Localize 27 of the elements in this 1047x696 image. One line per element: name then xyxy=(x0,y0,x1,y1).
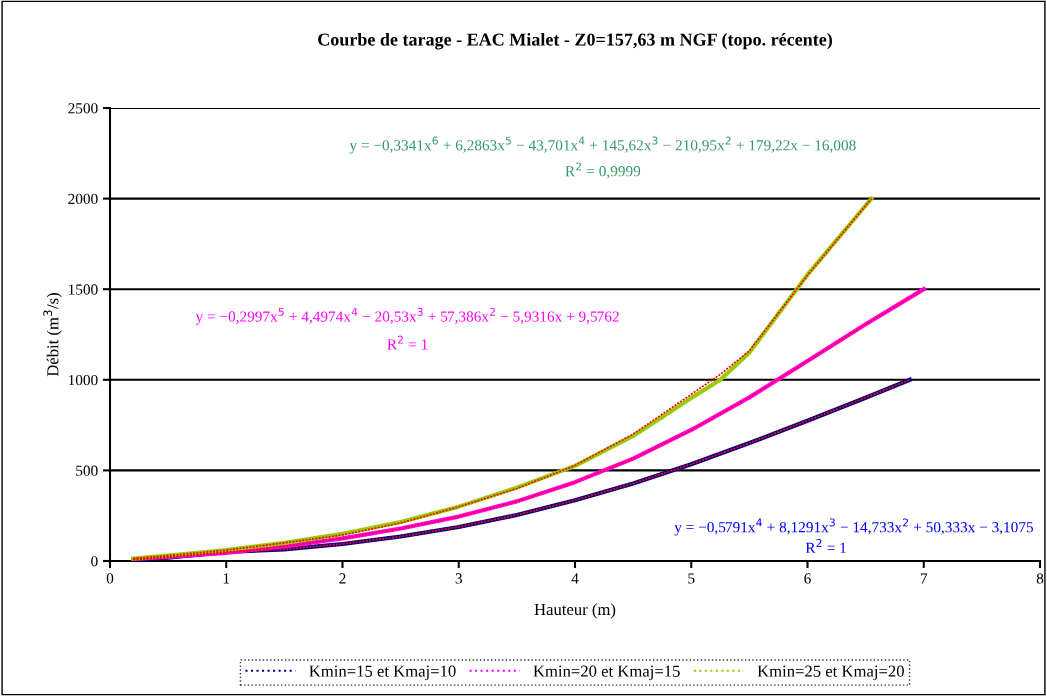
x-tick-label: 6 xyxy=(804,573,811,584)
legend-label: Kmin=15 et Kmaj=10 xyxy=(309,665,456,681)
annotation: R$^{2}$ = 0,9999 xyxy=(565,162,641,179)
y-tick-label: 1000 xyxy=(68,374,98,386)
y-axis-title: Débit (m$^{3}$/s) xyxy=(43,293,62,377)
x-tick-label: 1 xyxy=(223,573,230,584)
legend-label: Kmin=25 et Kmaj=20 xyxy=(757,665,904,681)
y-tick-label: 1500 xyxy=(68,284,98,295)
text: y = −0,2997x$^{5}$ + 4,4974x$^{4}$ − 20,53x$^{3}$ + 57,386x$^{2}$ − 5,9316x + 9,5762 xyxy=(195,307,619,325)
annotation: R$^{2}$ = 1 xyxy=(387,335,428,350)
x-tick-label: 5 xyxy=(688,573,695,584)
y-tick-label: 0 xyxy=(91,556,98,567)
x-tick-label: 8 xyxy=(1036,573,1044,584)
chart-title: Courbe de tarage - EAC Mialet - Z0=157,63 m NGF (topo. récente) xyxy=(318,32,832,50)
x-axis-title: Hauteur (m) xyxy=(534,603,616,619)
annotation: R$^{2}$ = 1 xyxy=(805,539,846,553)
y-tick-label: 500 xyxy=(76,465,98,476)
annotation: y = −0,5791x$^{4}$ + 8,1291x$^{3}$ − 14,733x$^{2}$ + 50,333x − 3,1075 xyxy=(674,518,1033,536)
x-tick-label: 7 xyxy=(920,573,928,584)
y-tick-label: 2000 xyxy=(68,193,98,205)
text: y = −0,3341x$^{6}$ + 6,2863x$^{5}$ − 43,701x$^{4}$ + 145,62x$^{3}$ − 210,95x$^{2}$ + 179,22x − 16,008 xyxy=(349,136,856,154)
x-tick-label: 2 xyxy=(339,573,346,584)
x-tick-label: 0 xyxy=(106,573,114,584)
x-tick-label: 4 xyxy=(571,573,579,584)
x-tick-label: 3 xyxy=(455,573,462,584)
legend-label: Kmin=20 et Kmaj=15 xyxy=(533,665,680,681)
y-tick-label: 2500 xyxy=(68,103,98,114)
